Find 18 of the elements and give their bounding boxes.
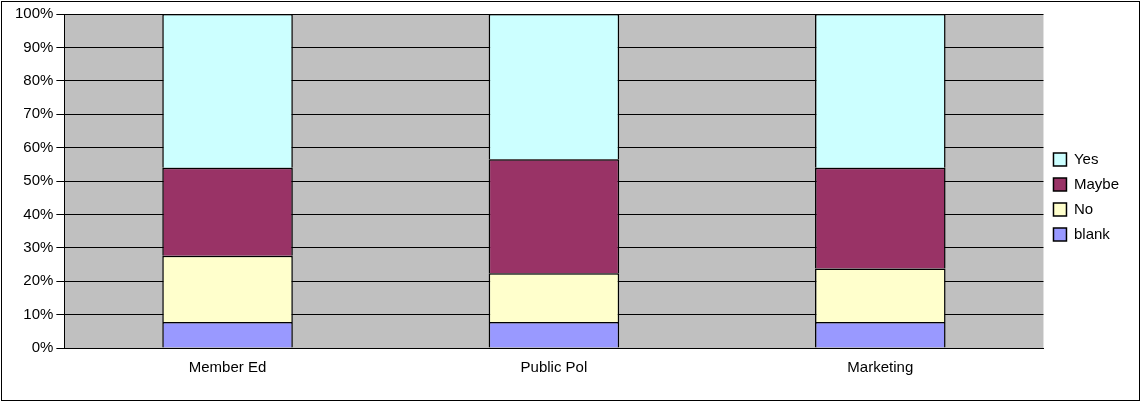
legend-label: blank [1073, 224, 1111, 242]
y-tick-label: 80% [23, 70, 54, 88]
legend-label: No [1073, 199, 1094, 217]
y-tick-label: 90% [23, 37, 54, 55]
y-tick-label: 10% [23, 304, 54, 322]
x-tick-label: Member Ed [188, 358, 267, 376]
y-tick-label: 100% [14, 4, 54, 22]
y-tick-label: 50% [23, 171, 54, 189]
legend-label: Maybe [1073, 174, 1120, 192]
legend-label: Yes [1073, 149, 1099, 167]
y-tick-label: 60% [23, 137, 54, 155]
y-tick-label: 40% [23, 204, 54, 222]
x-tick-label: Marketing [847, 358, 914, 376]
x-tick-label: Public Pol [520, 358, 588, 376]
y-tick-label: 20% [23, 271, 54, 289]
y-tick-label: 0% [31, 338, 54, 356]
y-tick-label: 30% [23, 237, 54, 255]
y-tick-label: 70% [23, 104, 54, 122]
